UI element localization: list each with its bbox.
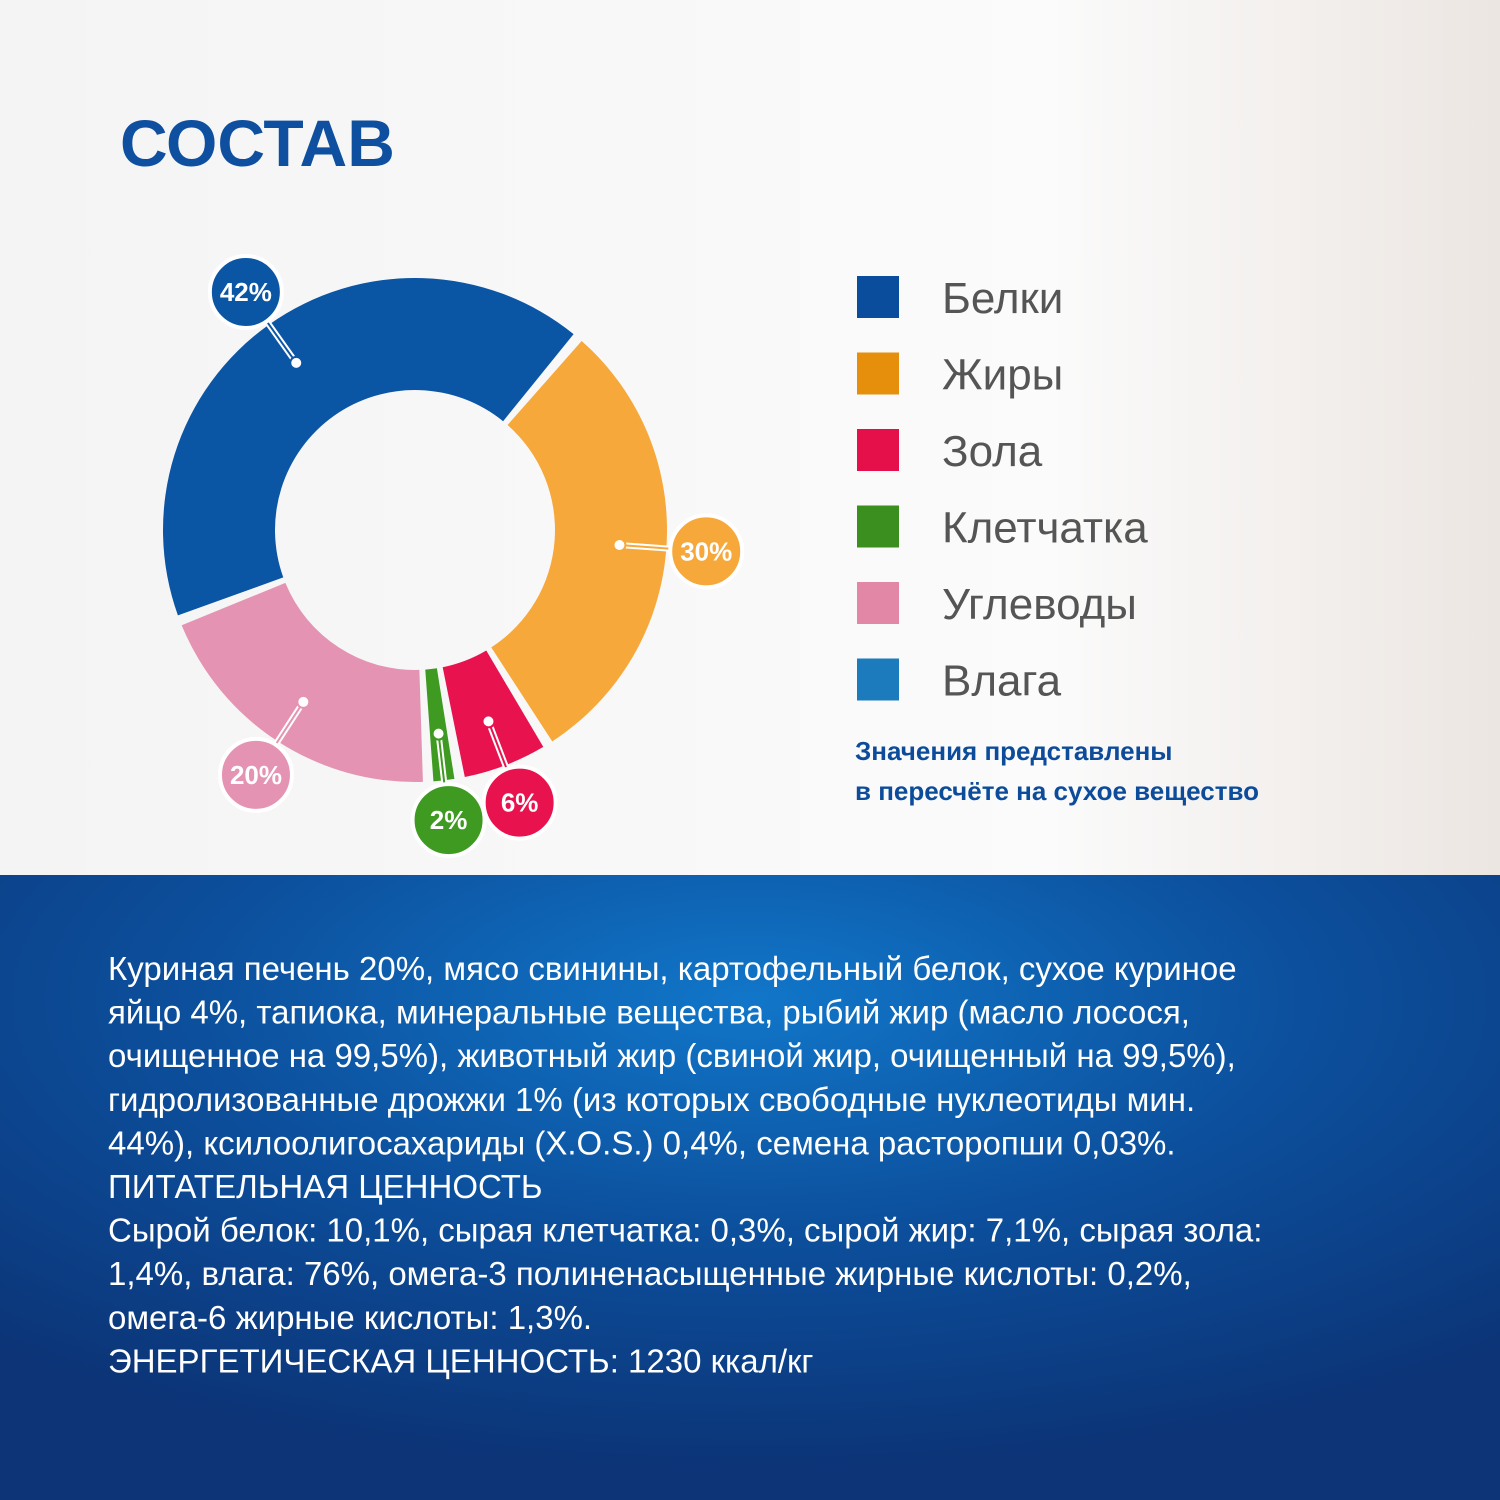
slice	[162, 277, 574, 616]
slice	[425, 668, 455, 782]
note: Значения представлены	[855, 736, 1172, 766]
slice	[442, 650, 544, 778]
legend-label: Белки	[942, 274, 1063, 323]
value-label: 20%	[230, 760, 282, 790]
legend-label: Углеводы	[942, 580, 1137, 629]
leader-dot	[289, 355, 304, 370]
legend-swatch	[857, 352, 899, 395]
slice	[181, 582, 423, 783]
legend-swatch	[857, 276, 899, 318]
value-label: 6%	[501, 788, 539, 818]
composition-line: очищенное на 99,5%), животный жир (свино…	[108, 1037, 1236, 1074]
legend-label: Зола	[942, 427, 1043, 476]
value-label: 30%	[680, 536, 732, 566]
bottom-panel	[0, 875, 1500, 1500]
legend-swatch	[857, 582, 899, 624]
leader-dot	[481, 714, 496, 729]
composition-line: Куриная печень 20%, мясо свинины, картоф…	[108, 950, 1237, 987]
legend-label: Жиры	[942, 351, 1063, 400]
label-badge	[410, 782, 487, 859]
composition-line: ПИТАТЕЛЬНАЯ ЦЕННОСТЬ	[108, 1168, 543, 1205]
label-badge	[668, 513, 745, 590]
legend-swatch	[857, 429, 899, 471]
note: в пересчёте на сухое вещество	[855, 776, 1259, 806]
value-label: 42%	[220, 277, 272, 307]
composition-line: яйцо 4%, тапиока, минеральные вещества, …	[108, 994, 1190, 1031]
label-badge	[217, 736, 294, 813]
leader-dot	[296, 694, 311, 709]
composition-line: 44%), ксилоолигосахариды (X.O.S.) 0,4%, …	[108, 1124, 1176, 1161]
title: СОСТАВ	[120, 106, 395, 180]
legend-label: Влага	[942, 657, 1062, 706]
composition-line: 1,4%, влага: 76%, омега-3 полиненасыщенн…	[108, 1255, 1192, 1292]
legend-swatch	[857, 658, 899, 701]
label-badge	[481, 764, 558, 841]
composition-line: Сырой белок: 10,1%, сырая клетчатка: 0,3…	[108, 1212, 1262, 1249]
legend-label: Клетчатка	[942, 504, 1148, 553]
leader-dot	[431, 726, 446, 741]
slice	[491, 340, 668, 742]
leader-dot	[612, 538, 627, 553]
legend-swatch	[857, 505, 899, 548]
value-label: 2%	[430, 805, 468, 835]
label-badge	[207, 253, 284, 330]
composition-line: ЭНЕРГЕТИЧЕСКАЯ ЦЕННОСТЬ: 1230 ккал/кг	[108, 1342, 813, 1379]
composition-line: омега-6 жирные кислоты: 1,3%.	[108, 1299, 592, 1336]
composition-line: гидролизованные дрожжи 1% (из которых св…	[108, 1081, 1195, 1118]
